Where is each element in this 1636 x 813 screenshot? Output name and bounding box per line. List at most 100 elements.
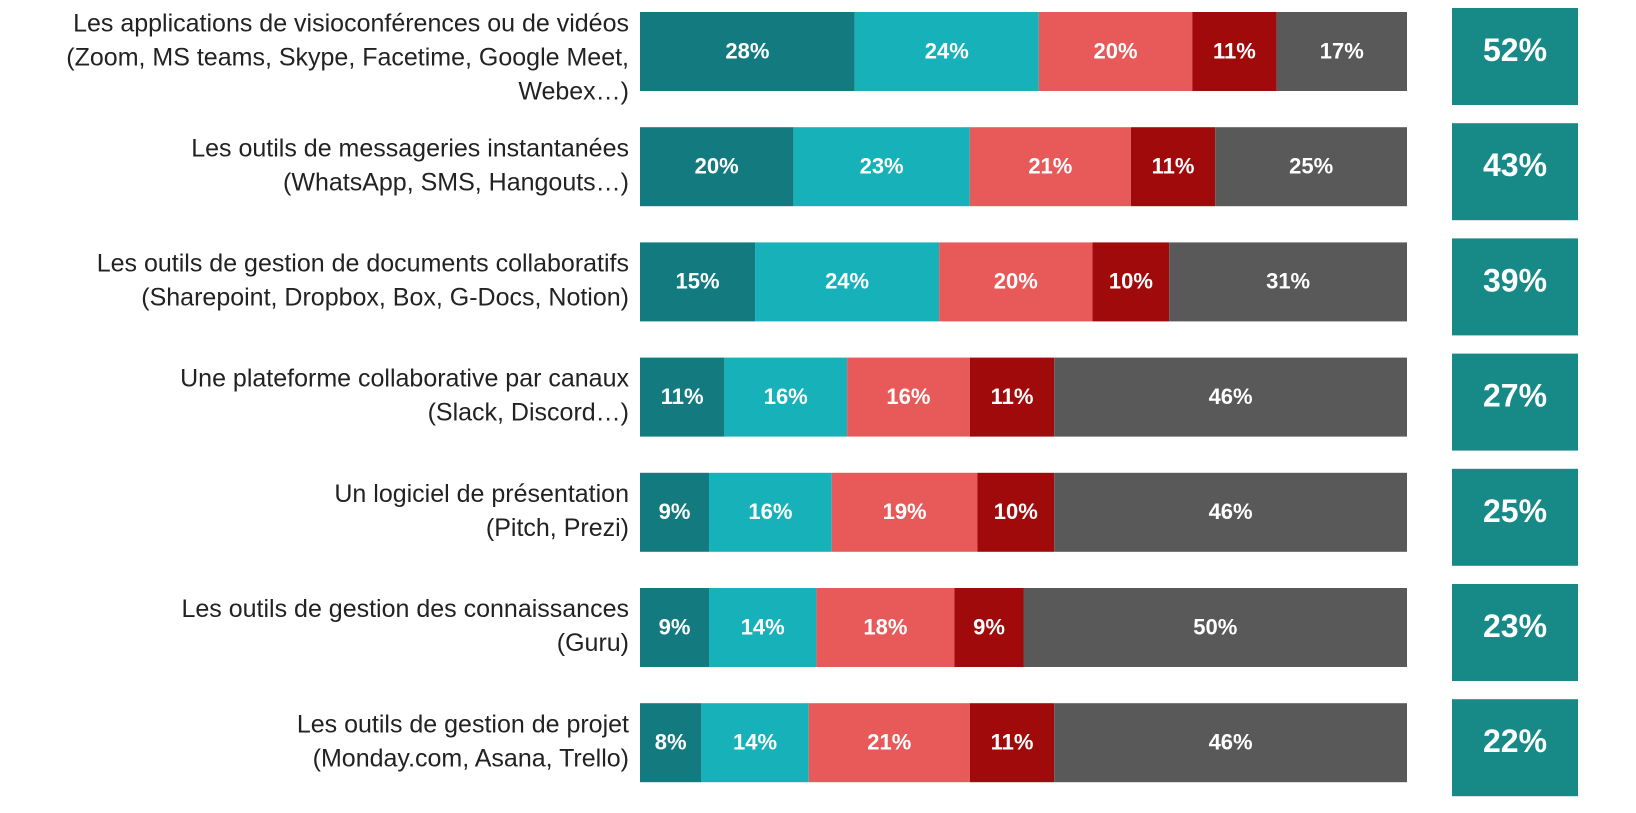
- value-label: 46%: [1209, 384, 1253, 409]
- value-label: 46%: [1209, 499, 1253, 524]
- bar-segment: [1023, 588, 1407, 667]
- category-label: Les applications de visioconférences ou …: [73, 10, 629, 38]
- bar-segment: [939, 242, 1093, 322]
- value-label: 9%: [659, 499, 691, 524]
- value-label: 15%: [676, 269, 720, 294]
- total-box: [1452, 8, 1578, 105]
- value-label: 9%: [659, 614, 691, 639]
- total-box: [1452, 123, 1578, 221]
- value-label: 8%: [655, 730, 687, 755]
- value-label: 11%: [991, 384, 1034, 409]
- value-label: 21%: [867, 730, 911, 755]
- value-label: 24%: [825, 269, 869, 294]
- category-label: (Zoom, MS teams, Skype, Facetime, Google…: [66, 44, 629, 72]
- value-label: 28%: [725, 38, 769, 63]
- value-label: 11%: [1152, 154, 1195, 179]
- bar-segment: [640, 242, 756, 322]
- value-label: 11%: [661, 384, 704, 409]
- total-box: [1452, 468, 1578, 566]
- category-label: Webex…): [518, 78, 629, 106]
- total-label: 25%: [1483, 493, 1547, 529]
- value-label: 14%: [733, 730, 777, 755]
- bar-segment: [954, 588, 1024, 667]
- category-label: Une plateforme collaborative par canaux: [180, 365, 629, 393]
- bar-segment: [640, 127, 794, 207]
- value-label: 18%: [863, 614, 907, 639]
- total-label: 22%: [1483, 723, 1547, 759]
- bar-segment: [1054, 472, 1407, 552]
- value-label: 20%: [695, 154, 739, 179]
- bar-segment: [640, 588, 710, 667]
- bar-segment: [854, 12, 1039, 91]
- bar-segment: [640, 12, 855, 91]
- bar-segment: [969, 127, 1131, 207]
- value-label: 24%: [925, 38, 969, 63]
- value-label: 25%: [1289, 154, 1333, 179]
- bar-segment: [724, 357, 848, 437]
- value-label: 11%: [991, 730, 1034, 755]
- bar-segment: [701, 703, 809, 783]
- category-label: Les outils de gestion de documents colla…: [97, 250, 629, 278]
- value-label: 20%: [994, 269, 1038, 294]
- total-label: 43%: [1483, 147, 1547, 183]
- value-label: 16%: [764, 384, 808, 409]
- bar-segment: [709, 588, 817, 667]
- bar-segment: [1092, 242, 1170, 322]
- bar-segment: [640, 703, 702, 783]
- value-label: 20%: [1094, 38, 1138, 63]
- bar-segment: [755, 242, 940, 322]
- value-label: 11%: [1213, 38, 1256, 63]
- total-box: [1452, 353, 1578, 451]
- bar-segment: [1130, 127, 1216, 207]
- bar-segment: [640, 357, 725, 437]
- bar-segment: [640, 472, 710, 552]
- bar-segment: [1169, 242, 1407, 322]
- category-label: (Sharepoint, Dropbox, Box, G-Docs, Notio…: [141, 284, 629, 312]
- bar-segment: [1215, 127, 1407, 207]
- bar-segment: [709, 472, 832, 552]
- value-label: 31%: [1266, 269, 1310, 294]
- bar-segment: [969, 703, 1055, 783]
- category-label: (Monday.com, Asana, Trello): [313, 744, 629, 772]
- total-box: [1452, 584, 1578, 681]
- bar-segment: [808, 703, 970, 783]
- category-label: (Slack, Discord…): [428, 399, 629, 427]
- total-box: [1452, 699, 1578, 797]
- value-label: 9%: [973, 614, 1005, 639]
- total-label: 27%: [1483, 378, 1547, 414]
- value-label: 10%: [1109, 269, 1153, 294]
- value-label: 50%: [1193, 614, 1237, 639]
- bar-segment: [1192, 12, 1277, 91]
- total-label: 52%: [1483, 32, 1547, 68]
- value-label: 19%: [883, 499, 927, 524]
- bar-segment: [847, 357, 970, 437]
- total-box: [1452, 238, 1578, 336]
- value-label: 17%: [1320, 38, 1364, 63]
- bar-segment: [1054, 357, 1407, 437]
- total-label: 23%: [1483, 608, 1547, 644]
- bar-segment: [793, 127, 970, 207]
- bar-segment: [1276, 12, 1407, 91]
- category-label: (WhatsApp, SMS, Hangouts…): [283, 168, 629, 196]
- category-label: Les outils de gestion des connaissances: [181, 595, 629, 623]
- category-label: Un logiciel de présentation: [334, 480, 629, 508]
- bar-segment: [969, 357, 1055, 437]
- bar-segment: [1038, 12, 1193, 91]
- total-label: 39%: [1483, 262, 1547, 298]
- category-label: Les outils de gestion de projet: [297, 710, 629, 738]
- value-label: 46%: [1209, 730, 1253, 755]
- bar-segment: [831, 472, 978, 552]
- category-label: (Guru): [557, 629, 629, 657]
- bar-segment: [816, 588, 955, 667]
- value-label: 10%: [994, 499, 1038, 524]
- bar-segment: [1054, 703, 1407, 783]
- value-label: 16%: [886, 384, 930, 409]
- value-label: 21%: [1028, 154, 1072, 179]
- value-label: 23%: [860, 154, 904, 179]
- bar-segment: [977, 472, 1055, 552]
- category-label: (Pitch, Prezi): [486, 514, 629, 542]
- category-label: Les outils de messageries instantanées: [191, 134, 629, 162]
- value-label: 14%: [741, 614, 785, 639]
- value-label: 16%: [748, 499, 792, 524]
